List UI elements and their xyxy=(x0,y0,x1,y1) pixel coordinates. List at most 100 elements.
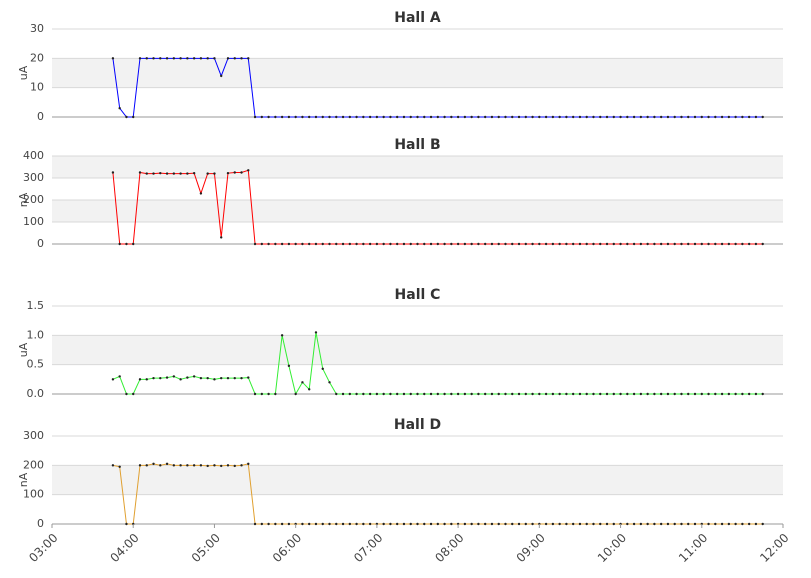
y-tick-label: 100 xyxy=(23,215,44,228)
data-point xyxy=(551,392,555,396)
data-point xyxy=(639,242,643,246)
data-point xyxy=(436,242,440,246)
data-point xyxy=(571,522,575,526)
data-point xyxy=(741,522,744,526)
data-point xyxy=(362,522,365,526)
data-point xyxy=(666,242,670,246)
data-point xyxy=(301,381,304,384)
data-point xyxy=(707,115,710,119)
x-tick-label: 10:00 xyxy=(595,531,629,565)
data-point xyxy=(599,392,602,396)
data-point xyxy=(253,242,257,246)
data-point xyxy=(626,392,629,396)
data-point xyxy=(666,522,670,526)
data-point xyxy=(429,392,433,396)
data-point xyxy=(727,242,731,246)
data-point xyxy=(395,242,399,246)
data-point xyxy=(348,392,352,396)
data-point xyxy=(199,464,203,467)
data-point xyxy=(450,392,453,396)
data-point xyxy=(314,331,318,334)
data-point xyxy=(734,392,737,396)
data-point xyxy=(524,115,527,119)
data-point xyxy=(463,115,467,119)
data-point xyxy=(727,392,731,396)
data-point xyxy=(192,57,196,60)
data-point xyxy=(666,115,670,119)
data-point xyxy=(423,242,426,246)
data-point xyxy=(720,115,724,119)
data-point xyxy=(666,392,670,396)
data-point xyxy=(233,57,236,60)
data-point xyxy=(680,115,683,119)
data-point xyxy=(206,57,209,60)
data-point xyxy=(416,392,419,396)
data-point xyxy=(382,242,385,246)
data-point xyxy=(274,115,277,119)
data-point xyxy=(301,242,304,246)
data-point xyxy=(551,522,555,526)
data-point xyxy=(558,392,561,396)
data-point xyxy=(707,242,710,246)
data-point xyxy=(423,115,426,119)
data-point xyxy=(247,376,250,379)
data-point xyxy=(233,464,236,468)
grid-band xyxy=(52,335,783,365)
data-point xyxy=(511,392,514,396)
data-point xyxy=(402,392,406,396)
data-point xyxy=(145,172,148,175)
data-point xyxy=(490,242,494,246)
data-point xyxy=(538,392,541,396)
data-point xyxy=(267,242,270,246)
data-point xyxy=(341,522,345,526)
data-point xyxy=(531,242,534,246)
data-point xyxy=(747,522,751,526)
data-point xyxy=(443,522,446,526)
data-point xyxy=(734,115,737,119)
data-point xyxy=(172,57,176,60)
data-point xyxy=(132,242,135,246)
data-point xyxy=(416,242,419,246)
data-point xyxy=(443,392,446,396)
data-point xyxy=(220,464,223,468)
data-point xyxy=(125,522,128,526)
data-point xyxy=(585,115,588,119)
data-point xyxy=(741,392,744,396)
data-point xyxy=(165,57,169,60)
data-point xyxy=(308,115,311,119)
x-tick-label: 05:00 xyxy=(189,531,223,565)
data-point xyxy=(314,115,318,119)
data-point xyxy=(368,115,372,119)
data-point xyxy=(720,522,724,526)
data-point xyxy=(308,388,311,391)
x-tick-label: 04:00 xyxy=(107,531,141,565)
data-point xyxy=(592,242,595,246)
data-point xyxy=(578,522,582,526)
data-point xyxy=(274,392,277,396)
data-point xyxy=(159,464,162,467)
data-point xyxy=(741,115,744,119)
data-point xyxy=(280,242,284,246)
data-point xyxy=(328,381,331,384)
data-point xyxy=(639,392,643,396)
data-point xyxy=(226,171,230,175)
data-point xyxy=(165,462,169,466)
data-point xyxy=(673,392,676,396)
data-point xyxy=(565,115,568,119)
data-point xyxy=(355,392,358,396)
data-point xyxy=(220,236,223,239)
data-point xyxy=(497,115,500,119)
data-point xyxy=(355,522,358,526)
data-point xyxy=(517,242,521,246)
data-point xyxy=(747,242,751,246)
data-point xyxy=(179,172,182,175)
data-point xyxy=(267,115,270,119)
data-point xyxy=(145,378,148,381)
y-tick-label: 300 xyxy=(23,429,44,442)
data-point xyxy=(152,57,155,60)
data-point xyxy=(395,522,399,526)
data-point xyxy=(483,242,487,246)
data-point xyxy=(483,522,487,526)
data-point xyxy=(693,392,697,396)
data-point xyxy=(470,115,473,119)
